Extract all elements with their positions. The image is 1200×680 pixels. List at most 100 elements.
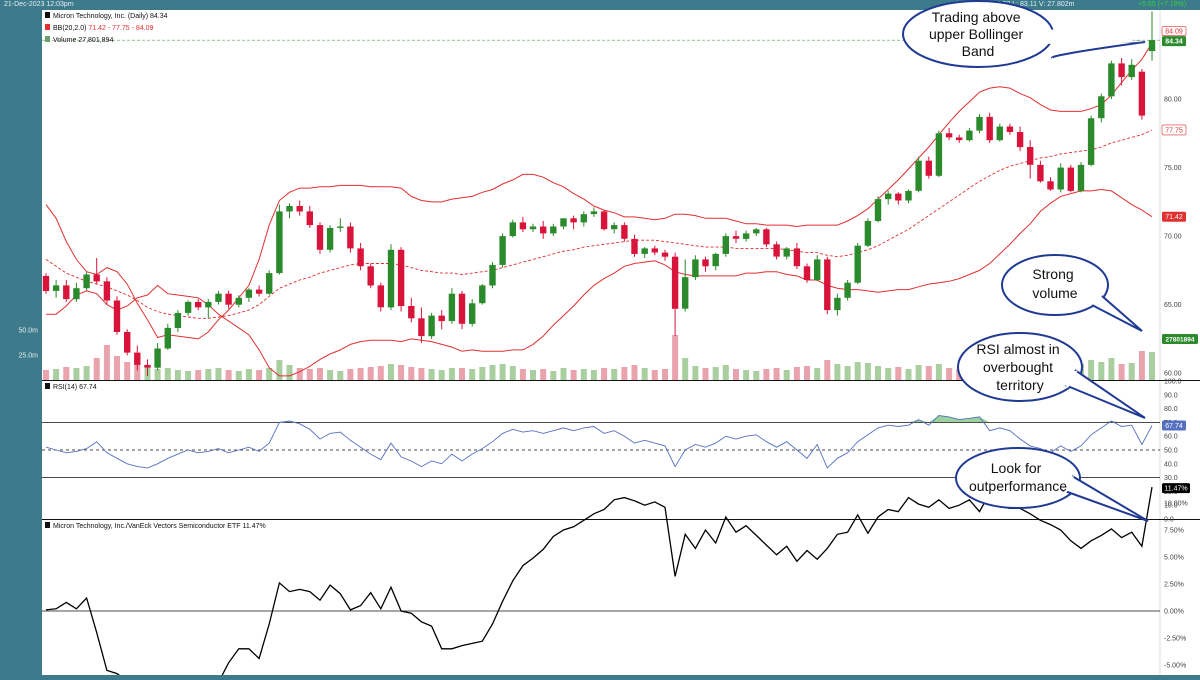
legend-bb-label: BB(20,2.0)	[53, 25, 86, 32]
candle-body	[773, 244, 780, 257]
volume-bar	[215, 368, 222, 380]
rsi-tick-label: 10.0	[1164, 503, 1178, 510]
legend-rs-label: Micron Technology, Inc./VanEck Vectors S…	[53, 523, 241, 530]
candle-body	[377, 285, 384, 308]
candle-body	[824, 259, 831, 311]
volume-bar	[722, 365, 729, 380]
callout-outperformance-text: Look for outperformance	[969, 460, 1067, 494]
legend-price: Micron Technology, Inc. (Daily) 84.34	[53, 13, 168, 20]
volume-bar	[418, 368, 425, 380]
candle-body	[489, 264, 496, 286]
tag-volume: 27801894	[1162, 334, 1198, 344]
volume-bar	[601, 368, 608, 380]
candle-body	[966, 130, 973, 141]
legend-volume-label: Volume	[53, 37, 76, 44]
volume-bar	[925, 366, 932, 380]
rsi-tick-label: 90.0	[1164, 392, 1178, 399]
candle-body	[935, 133, 943, 176]
volume-bar	[530, 370, 536, 380]
candle-body	[742, 233, 750, 239]
volume-bar	[53, 369, 60, 380]
candle-body	[600, 211, 608, 230]
candle-body	[1037, 164, 1044, 182]
tag-rsi: 67.74	[1162, 420, 1186, 431]
rs-tick-label: -5.00%	[1164, 663, 1186, 670]
volume-bar	[276, 360, 283, 380]
candle-body	[509, 222, 516, 237]
volume-bar	[388, 364, 394, 380]
rs-tick-label: 5.00%	[1164, 555, 1184, 562]
rs-tick-label: 0.00%	[1164, 609, 1184, 616]
volume-bar	[469, 369, 476, 380]
candle-body	[479, 285, 486, 304]
legend-volume: Volume 27,801,894	[53, 37, 113, 44]
volume-bar	[783, 370, 790, 380]
callout-rsi: RSI almost in overbought territory	[957, 332, 1146, 419]
candle-body	[986, 116, 993, 141]
candle-body	[1057, 167, 1064, 190]
candle-body	[590, 211, 598, 215]
volume-bar	[337, 371, 344, 380]
volume-bar	[1118, 364, 1125, 380]
volume-bar	[367, 367, 374, 380]
volume-bar	[459, 368, 465, 380]
volume-bar	[672, 335, 679, 380]
volume-bar	[479, 367, 486, 380]
candle-body	[134, 352, 141, 365]
candle-body	[682, 277, 689, 309]
rs-axis: 10.00%7.50%5.00%2.50%0.00%-2.50%-5.00%-7…	[1164, 501, 1188, 670]
volume-bar	[651, 370, 658, 380]
candle-body	[611, 225, 618, 230]
volume-bar	[124, 362, 131, 380]
volume-bar	[621, 367, 628, 380]
candle-body	[1047, 181, 1054, 190]
svg-text:27801894: 27801894	[1166, 337, 1195, 344]
svg-text:11.47%: 11.47%	[1164, 486, 1187, 493]
volume-tick-label: 25.0m	[19, 353, 39, 360]
candle-body	[164, 327, 171, 349]
svg-text:84.09: 84.09	[1165, 29, 1183, 36]
candle-body	[235, 297, 242, 305]
candle-body	[956, 137, 963, 141]
volume-bar	[357, 368, 364, 380]
legend-bb-values: 71.42 - 77.75 - 84.09	[88, 25, 153, 32]
volume-bar	[43, 370, 49, 380]
candle-body	[753, 229, 760, 234]
volume-bar	[875, 366, 881, 380]
rs-tick-label: 10.00%	[1164, 501, 1188, 508]
candle-body	[154, 348, 161, 368]
legend-rs-value: 11.47%	[242, 523, 265, 530]
volume-bar	[1108, 358, 1115, 380]
bb-upper-band	[45, 42, 1153, 340]
candle-body	[63, 285, 70, 300]
rsi-tick-label: 100.0	[1164, 379, 1182, 386]
rs-tick-label: 2.50%	[1164, 582, 1184, 589]
candle-body	[438, 315, 445, 322]
volume-bar	[509, 366, 516, 380]
tag-last-price: 84.34	[1162, 36, 1186, 47]
candle-body	[540, 226, 547, 234]
candle-body	[276, 211, 283, 274]
svg-text:67.74: 67.74	[1165, 423, 1183, 430]
candle-body	[347, 226, 354, 249]
price-tick-label: 70.00	[1164, 234, 1182, 241]
volume-bar	[205, 369, 212, 380]
rsi-tick-label: 30.0	[1164, 475, 1178, 482]
rs-line	[45, 486, 1153, 680]
volume-bar	[885, 368, 892, 380]
candle-body	[895, 193, 902, 201]
candle-body	[519, 222, 527, 230]
candle-body	[296, 206, 303, 212]
volume-bar	[164, 368, 171, 380]
rs-panel	[42, 520, 1160, 675]
candle-body	[661, 252, 669, 257]
candle-body	[225, 293, 232, 305]
volume-bar	[1088, 360, 1095, 380]
volume-bar	[73, 368, 80, 380]
candle-body	[397, 249, 405, 306]
volume-bar	[185, 371, 192, 380]
candle-body	[732, 236, 740, 239]
candle-body	[1087, 118, 1095, 165]
tag-rs: 11.47%	[1162, 483, 1190, 494]
